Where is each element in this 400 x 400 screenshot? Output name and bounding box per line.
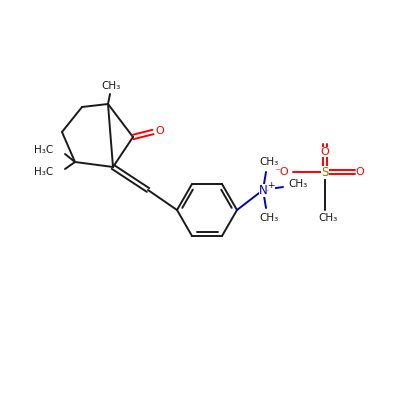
Text: CH₃: CH₃ <box>288 179 308 189</box>
Text: N: N <box>259 184 267 196</box>
Text: H₃C: H₃C <box>34 167 53 177</box>
Text: S: S <box>321 166 329 178</box>
Text: CH₃: CH₃ <box>101 81 121 91</box>
Text: H₃C: H₃C <box>34 145 53 155</box>
Text: +: + <box>267 180 275 190</box>
Text: O: O <box>321 147 329 157</box>
Text: O: O <box>356 167 364 177</box>
Text: CH₃: CH₃ <box>259 157 279 167</box>
Text: O: O <box>156 126 164 136</box>
Text: CH₃: CH₃ <box>259 213 279 223</box>
Text: CH₃: CH₃ <box>318 213 338 223</box>
Text: ⁻O: ⁻O <box>274 167 289 177</box>
